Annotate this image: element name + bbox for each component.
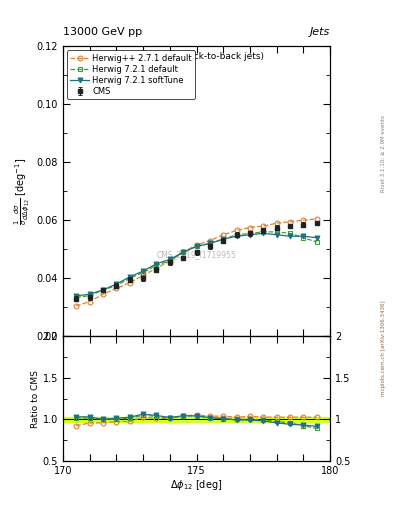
Line: Herwig++ 2.7.1 default: Herwig++ 2.7.1 default <box>74 217 319 308</box>
Herwig++ 2.7.1 default <box>167 258 172 264</box>
Herwig 7.2.1 softTune <box>181 249 185 255</box>
Herwig 7.2.1 softTune <box>87 291 92 297</box>
Herwig 7.2.1 softTune <box>314 234 319 241</box>
Bar <box>63 417 330 422</box>
Herwig 7.2.1 default <box>261 229 266 235</box>
Herwig 7.2.1 softTune <box>234 233 239 239</box>
Herwig 7.2.1 softTune <box>288 233 292 239</box>
Herwig++ 2.7.1 default <box>314 216 319 222</box>
Herwig 7.2.1 default <box>221 236 226 242</box>
Herwig++ 2.7.1 default <box>208 238 212 244</box>
Herwig 7.2.1 default <box>314 239 319 245</box>
Herwig 7.2.1 softTune <box>141 268 145 274</box>
Text: mcplots.cern.ch [arXiv:1306.3436]: mcplots.cern.ch [arXiv:1306.3436] <box>381 301 386 396</box>
Herwig 7.2.1 default <box>301 234 306 241</box>
Legend: Herwig++ 2.7.1 default, Herwig 7.2.1 default, Herwig 7.2.1 softTune, CMS: Herwig++ 2.7.1 default, Herwig 7.2.1 def… <box>67 50 195 99</box>
Text: Jets: Jets <box>310 27 330 37</box>
Herwig 7.2.1 default <box>101 287 105 293</box>
Herwig++ 2.7.1 default <box>234 227 239 233</box>
Herwig 7.2.1 default <box>194 243 199 249</box>
Text: 13000 GeV pp: 13000 GeV pp <box>63 27 142 37</box>
Herwig++ 2.7.1 default <box>261 223 266 229</box>
Text: Rivet 3.1.10; ≥ 2.9M events: Rivet 3.1.10; ≥ 2.9M events <box>381 115 386 192</box>
Herwig 7.2.1 default <box>141 269 145 275</box>
Y-axis label: Ratio to CMS: Ratio to CMS <box>31 370 40 428</box>
Herwig 7.2.1 softTune <box>101 287 105 293</box>
Herwig 7.2.1 default <box>154 262 159 268</box>
Herwig++ 2.7.1 default <box>181 249 185 255</box>
X-axis label: $\Delta\phi_{12}$ [deg]: $\Delta\phi_{12}$ [deg] <box>170 478 223 493</box>
Herwig++ 2.7.1 default <box>114 285 119 291</box>
Line: Herwig 7.2.1 default: Herwig 7.2.1 default <box>74 229 319 300</box>
Herwig 7.2.1 default <box>288 230 292 237</box>
Herwig 7.2.1 default <box>114 283 119 289</box>
Herwig++ 2.7.1 default <box>154 265 159 271</box>
Text: CMS_2019_I1719955: CMS_2019_I1719955 <box>157 250 236 260</box>
Herwig 7.2.1 default <box>181 249 185 255</box>
Herwig 7.2.1 default <box>127 275 132 282</box>
Herwig++ 2.7.1 default <box>87 298 92 305</box>
Herwig++ 2.7.1 default <box>194 242 199 248</box>
Herwig 7.2.1 softTune <box>221 236 226 242</box>
Herwig++ 2.7.1 default <box>221 232 226 238</box>
Herwig 7.2.1 default <box>248 230 252 237</box>
Herwig++ 2.7.1 default <box>288 219 292 225</box>
Herwig 7.2.1 softTune <box>248 232 252 238</box>
Herwig 7.2.1 softTune <box>154 261 159 267</box>
Y-axis label: $\frac{1}{\sigma}\frac{d\sigma}{d\Delta\phi_{12}}$ [deg$^{-1}$]: $\frac{1}{\sigma}\frac{d\sigma}{d\Delta\… <box>13 158 32 225</box>
Herwig 7.2.1 softTune <box>194 243 199 249</box>
Herwig 7.2.1 softTune <box>114 281 119 287</box>
Herwig 7.2.1 softTune <box>274 232 279 238</box>
Herwig 7.2.1 default <box>87 293 92 299</box>
Herwig++ 2.7.1 default <box>301 217 306 223</box>
Herwig++ 2.7.1 default <box>274 220 279 226</box>
Herwig 7.2.1 default <box>208 241 212 247</box>
Herwig 7.2.1 default <box>274 229 279 235</box>
Text: Δφ(jj) (CMS back-to-back jets): Δφ(jj) (CMS back-to-back jets) <box>129 52 264 61</box>
Herwig 7.2.1 softTune <box>167 257 172 263</box>
Herwig 7.2.1 default <box>234 232 239 238</box>
Herwig++ 2.7.1 default <box>248 224 252 230</box>
Herwig++ 2.7.1 default <box>127 280 132 286</box>
Herwig 7.2.1 softTune <box>74 293 79 299</box>
Herwig++ 2.7.1 default <box>101 291 105 297</box>
Herwig 7.2.1 softTune <box>301 233 306 239</box>
Herwig 7.2.1 default <box>167 258 172 264</box>
Herwig++ 2.7.1 default <box>74 303 79 309</box>
Herwig 7.2.1 default <box>74 294 79 300</box>
Herwig++ 2.7.1 default <box>141 272 145 279</box>
Herwig 7.2.1 softTune <box>127 274 132 280</box>
Line: Herwig 7.2.1 softTune: Herwig 7.2.1 softTune <box>74 231 319 298</box>
Herwig 7.2.1 softTune <box>261 230 266 237</box>
Herwig 7.2.1 softTune <box>208 241 212 247</box>
